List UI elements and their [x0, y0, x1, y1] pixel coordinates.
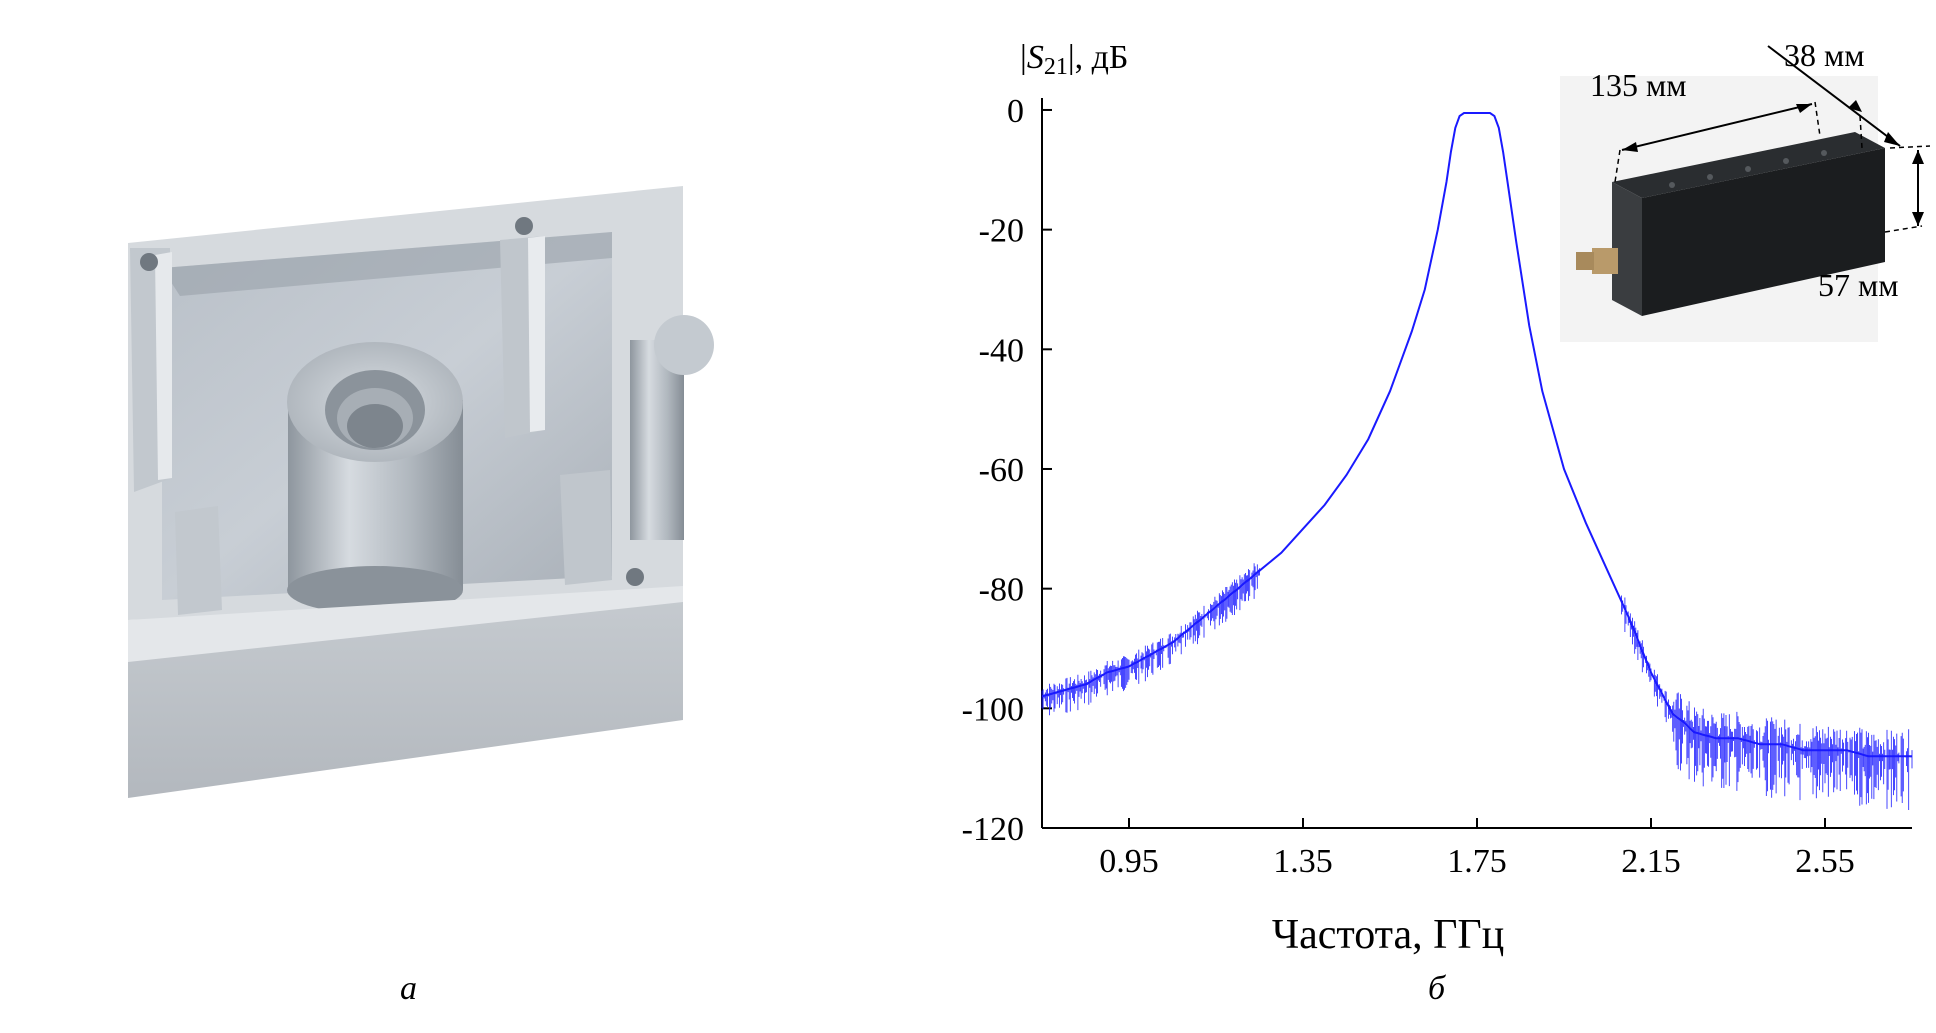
y-tick-label: 0: [1007, 93, 1024, 130]
x-tick-label: 1.75: [1447, 843, 1507, 880]
s21-chart: |S21|, дБ 0 -20 -40 -60 -80 -100 -120 0.95 1.35…: [962, 37, 1931, 958]
y-axis-title: |S21|, дБ: [1020, 39, 1128, 80]
caption-b: б: [1428, 970, 1446, 1007]
caption-a: а: [400, 970, 417, 1007]
x-tick-label: 0.95: [1099, 843, 1159, 880]
partition-wall-right-lower: [560, 470, 612, 585]
y-tick-label: -40: [979, 332, 1024, 369]
x-tick-label: 1.35: [1273, 843, 1333, 880]
filter-box-top: [1612, 132, 1885, 198]
noise-trace: [1041, 563, 1913, 810]
noise-floor: [1041, 563, 1913, 810]
photo-panel: [0, 0, 900, 1028]
filter-box-front: [1642, 148, 1885, 316]
dim-length-label: 135 мм: [1590, 67, 1687, 103]
housing-photo: [128, 186, 714, 798]
housing-front-wall: [128, 600, 683, 798]
y-tick-label: -60: [979, 452, 1024, 489]
dim-width-arrow: [1767, 45, 1901, 147]
screw-hole: [626, 568, 644, 586]
y-tick-label: -100: [962, 691, 1024, 728]
screw-hole: [515, 217, 533, 235]
partition-wall-left-lower: [175, 506, 222, 615]
filter-box-end: [1612, 182, 1642, 316]
x-axis-title: Частота, ГГц: [1272, 912, 1504, 958]
y-tick-label: -80: [979, 572, 1024, 609]
sma-connector: [1592, 248, 1618, 274]
screw-hole: [140, 253, 158, 271]
inset-filter-photo: 135 мм 38 мм 57 мм: [1560, 37, 1931, 342]
x-tick-label: 2.55: [1795, 843, 1855, 880]
dim-length-arrow: [1621, 103, 1813, 151]
x-tick-label: 2.15: [1621, 843, 1681, 880]
y-tick-label: -20: [979, 213, 1024, 250]
x-ticks: 0.95 1.35 1.75 2.15 2.55: [1099, 818, 1855, 880]
dim-height-label: 57 мм: [1818, 267, 1899, 303]
dim-width-label: 38 мм: [1784, 37, 1865, 73]
y-ticks: 0 -20 -40 -60 -80 -100 -120: [962, 93, 1052, 848]
chart-panel: |S21|, дБ 0 -20 -40 -60 -80 -100 -120 0.95 1.35…: [900, 0, 1936, 1028]
y-tick-label: -120: [962, 811, 1024, 848]
